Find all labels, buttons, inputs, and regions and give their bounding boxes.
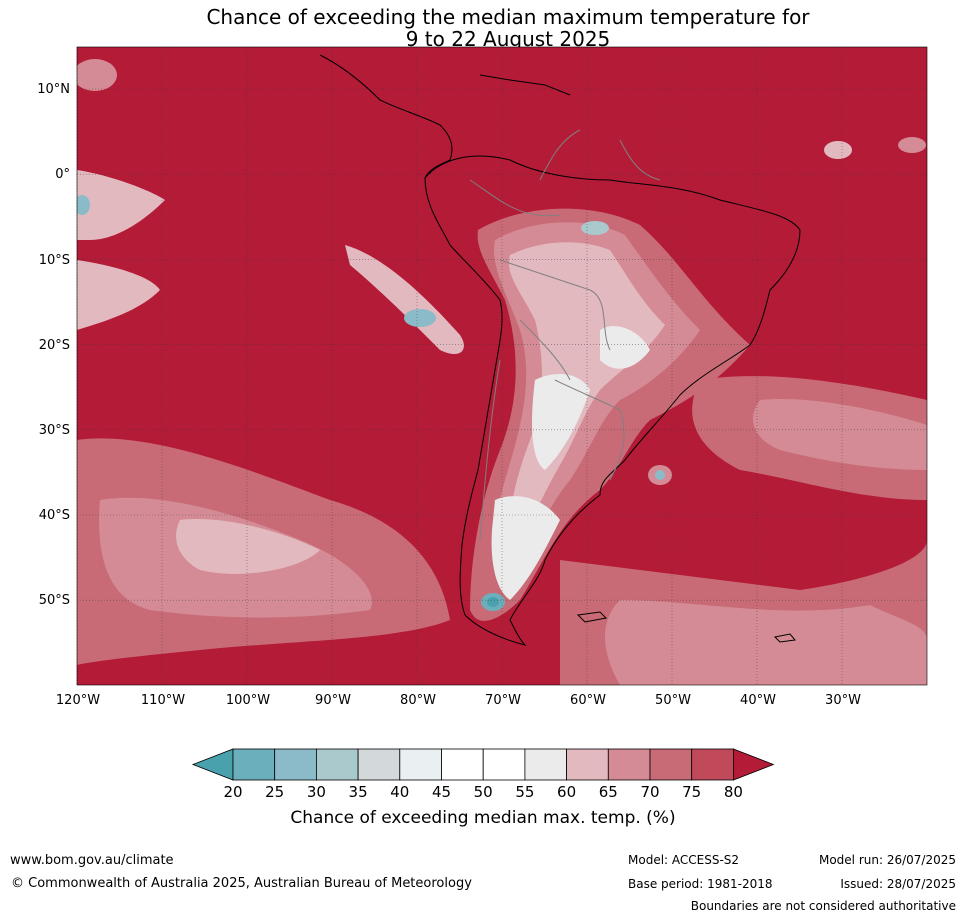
lat-label-20s: 20°S bbox=[38, 338, 70, 353]
south-georgia bbox=[773, 633, 796, 643]
lon-label-90w: 90°W bbox=[315, 693, 351, 708]
lat-label-40s: 40°S bbox=[38, 508, 70, 523]
central-america-coastline bbox=[319, 54, 453, 179]
boundaries-disclaimer: Boundaries are not considered authoritat… bbox=[690, 899, 956, 913]
colorbar-tick-label: 50 bbox=[473, 783, 493, 801]
low-chance-uruguay-inner bbox=[655, 470, 665, 480]
lat-label-0: 0° bbox=[55, 167, 70, 182]
gridlines bbox=[76, 47, 927, 685]
lon-label-60w: 60°W bbox=[570, 693, 606, 708]
ocean-anomaly-north-atlantic bbox=[824, 141, 852, 159]
lon-label-80w: 80°W bbox=[400, 693, 436, 708]
lat-label-10n: 10°N bbox=[37, 82, 70, 97]
ocean-anomaly-west-pacific bbox=[77, 170, 165, 240]
colorbar-tick-label: 80 bbox=[723, 783, 743, 801]
colorbar-tick-label: 65 bbox=[598, 783, 618, 801]
caribbean-islands bbox=[479, 74, 571, 96]
colorbar-cell bbox=[607, 748, 651, 781]
lon-label-50w: 50°W bbox=[655, 693, 691, 708]
lon-label-40w: 40°W bbox=[740, 693, 776, 708]
colorbar-max-arrow bbox=[733, 748, 775, 781]
colorbar-cell bbox=[482, 748, 526, 781]
colorbar-tick-label: 20 bbox=[223, 783, 243, 801]
colorbar-tick-label: 75 bbox=[682, 783, 702, 801]
low-chance-patagonia-inner bbox=[487, 597, 499, 607]
falkland-islands bbox=[576, 611, 608, 623]
model-run-date: Model run: 26/07/2025 bbox=[818, 853, 956, 867]
lat-label-50s: 50°S bbox=[38, 593, 70, 608]
colorbar-cell bbox=[691, 748, 734, 781]
lon-label-110w: 110°W bbox=[140, 693, 186, 708]
copyright-text: © Commonwealth of Australia 2025, Austra… bbox=[11, 876, 472, 891]
colorbar-cell bbox=[274, 748, 317, 781]
ocean-anomaly-atlantic-mid2 bbox=[752, 399, 927, 470]
ocean-anomaly-pacific-band bbox=[345, 245, 464, 355]
lon-label-70w: 70°W bbox=[485, 693, 521, 708]
country-borders bbox=[469, 129, 661, 541]
lon-label-30w: 30°W bbox=[825, 693, 861, 708]
low-chance-amazon bbox=[581, 221, 609, 235]
land-anomaly-55b bbox=[600, 326, 650, 369]
colorbar-tick-label: 45 bbox=[431, 783, 452, 801]
lon-label-120w: 120°W bbox=[55, 693, 101, 708]
base-period: Base period: 1981-2018 bbox=[628, 877, 773, 891]
lon-label-100w: 100°W bbox=[225, 693, 271, 708]
ocean-anomaly-north-pacific bbox=[77, 59, 117, 91]
colorbar-cell bbox=[399, 748, 442, 781]
colorbar-cell bbox=[441, 748, 484, 781]
lat-label-10s: 10°S bbox=[38, 253, 70, 268]
colorbar-tick-label: 35 bbox=[348, 783, 368, 801]
colorbar-cell bbox=[357, 748, 401, 781]
issued-date: Issued: 28/07/2025 bbox=[840, 877, 956, 891]
ocean-anomaly-south-pacific3 bbox=[176, 519, 320, 574]
colorbar-cell bbox=[232, 748, 276, 781]
colorbar-caption: Chance of exceeding median max. temp. (%… bbox=[290, 808, 676, 828]
model-name: Model: ACCESS-S2 bbox=[628, 853, 740, 867]
ocean-anomaly-far-east bbox=[898, 137, 926, 153]
colorbar-tick-label: 25 bbox=[265, 783, 285, 801]
land-anomaly-55 bbox=[532, 374, 590, 470]
low-chance-west-pacific bbox=[77, 195, 90, 215]
map-title-line1: Chance of exceeding the median maximum t… bbox=[206, 5, 810, 29]
colorbar-tick-label: 40 bbox=[390, 783, 410, 801]
ocean-anomaly-west-pacific2 bbox=[77, 260, 160, 330]
colorbar-cell bbox=[524, 748, 568, 781]
colorbar-tick-label: 60 bbox=[557, 783, 577, 801]
colorbar-min-arrow bbox=[191, 748, 234, 781]
colorbar-tick-label: 30 bbox=[306, 783, 326, 801]
ocean-anomaly-south-atlantic2 bbox=[605, 600, 927, 685]
colorbar-tick-label: 55 bbox=[515, 783, 535, 801]
south-america-coastline bbox=[424, 155, 801, 646]
colorbar-cell bbox=[315, 748, 359, 781]
colorbar-tick-label: 70 bbox=[640, 783, 660, 801]
colorbar-cell bbox=[649, 748, 693, 781]
low-chance-pacific bbox=[404, 309, 436, 327]
website-link[interactable]: www.bom.gov.au/climate bbox=[10, 853, 174, 868]
map-title-line2: 9 to 22 August 2025 bbox=[405, 27, 611, 51]
colorbar-cell bbox=[566, 748, 609, 781]
land-anomaly-patagonia bbox=[491, 496, 560, 600]
lat-label-30s: 30°S bbox=[38, 423, 70, 438]
map-frame bbox=[76, 46, 928, 686]
